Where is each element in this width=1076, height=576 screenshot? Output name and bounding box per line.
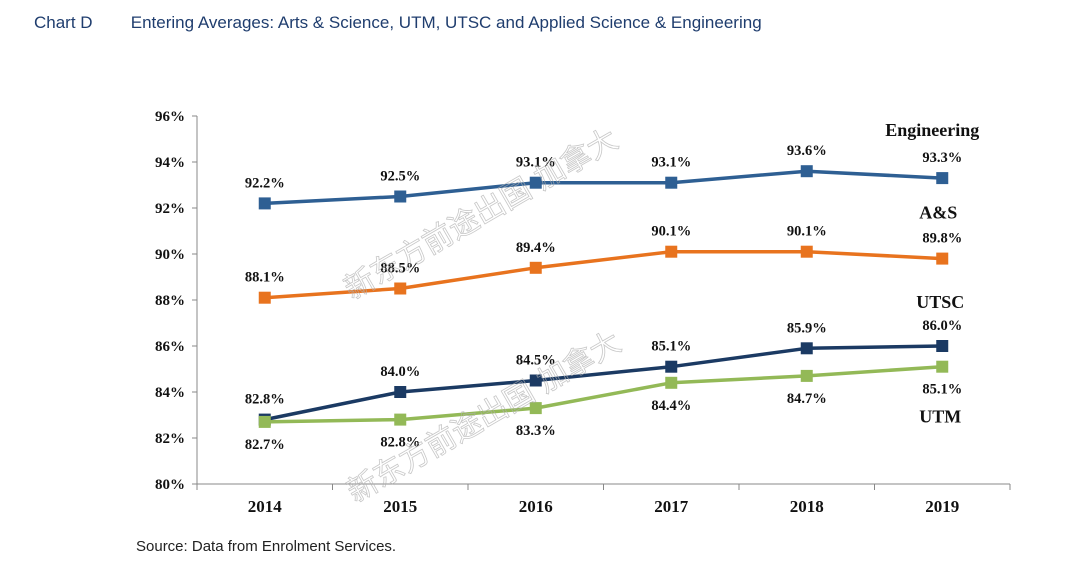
data-point	[529, 261, 542, 274]
data-point	[529, 402, 542, 415]
data-label: 82.8%	[245, 392, 285, 408]
data-point	[665, 360, 678, 373]
data-point	[800, 165, 813, 178]
data-label: 89.8%	[922, 231, 962, 247]
data-point	[800, 245, 813, 258]
series-line-a-s	[264, 249, 943, 300]
data-point	[258, 291, 271, 304]
series-name-label: A&S	[919, 203, 957, 223]
data-label: 92.5%	[380, 169, 420, 185]
y-tick-label: 96%	[155, 109, 185, 125]
data-label: 88.1%	[245, 270, 285, 286]
chart-header: Chart D Entering Averages: Arts & Scienc…	[34, 13, 762, 33]
data-label: 85.1%	[922, 382, 962, 398]
series-name-label: UTM	[919, 407, 961, 427]
x-tick-label: 2018	[790, 497, 824, 516]
chart-title: Entering Averages: Arts & Science, UTM, …	[130, 13, 762, 32]
data-label: 85.9%	[787, 320, 827, 336]
data-label: 86.0%	[922, 318, 962, 334]
data-label: 82.8%	[380, 435, 420, 451]
x-tick-label: 2015	[383, 497, 417, 516]
y-tick-label: 88%	[155, 293, 185, 309]
data-point	[394, 413, 407, 426]
y-tick-label: 80%	[155, 477, 185, 493]
data-label: 84.4%	[651, 398, 691, 414]
data-point	[800, 342, 813, 355]
data-label: 82.7%	[245, 437, 285, 453]
y-tick-label: 86%	[155, 339, 185, 355]
x-tick-label: 2014	[248, 497, 283, 516]
x-tick-label: 2019	[925, 497, 959, 516]
data-label: 93.1%	[651, 155, 691, 171]
data-label: 93.1%	[516, 155, 556, 171]
y-tick-label: 84%	[155, 385, 185, 401]
data-point	[394, 282, 407, 295]
data-label: 90.1%	[651, 224, 691, 240]
data-label: 89.4%	[516, 240, 556, 256]
data-point	[665, 245, 678, 258]
data-point	[394, 386, 407, 398]
series-name-label: Engineering	[885, 120, 979, 140]
y-tick-label: 94%	[155, 155, 185, 171]
data-label: 90.1%	[787, 224, 827, 240]
data-point	[665, 376, 678, 389]
watermark-text: 新东方前途出国 加拿大	[339, 122, 625, 307]
source-note: Source: Data from Enrolment Services.	[136, 538, 397, 555]
data-label: 93.6%	[787, 143, 827, 159]
data-point	[936, 360, 949, 373]
x-tick-label: 2017	[654, 497, 689, 516]
y-tick-label: 90%	[155, 247, 185, 263]
series-line-utsc	[264, 344, 943, 422]
data-point	[258, 197, 271, 210]
data-label: 84.0%	[380, 364, 420, 380]
chart-label: Chart D	[34, 13, 93, 32]
data-point	[936, 172, 949, 185]
data-point	[529, 374, 542, 387]
data-label: 84.7%	[787, 391, 827, 407]
data-label: 85.1%	[651, 339, 691, 355]
data-point	[665, 176, 678, 189]
series-line-utm	[264, 364, 943, 424]
y-tick-label: 82%	[155, 431, 185, 447]
watermark-text: 新东方前途出国 加拿大	[342, 325, 628, 510]
series-line-engineering	[264, 169, 943, 206]
data-point	[936, 252, 949, 265]
x-tick-label: 2016	[519, 497, 553, 516]
data-point	[529, 176, 542, 189]
data-point	[936, 340, 949, 352]
data-label: 92.2%	[245, 175, 285, 191]
data-point	[258, 415, 271, 428]
data-label: 93.3%	[922, 150, 962, 166]
y-tick-label: 92%	[155, 201, 185, 217]
data-label: 88.5%	[380, 261, 420, 277]
data-point	[394, 190, 407, 203]
data-label: 84.5%	[516, 353, 556, 369]
data-label: 83.3%	[516, 423, 556, 439]
data-point	[800, 369, 813, 382]
series-name-label: UTSC	[916, 292, 964, 312]
